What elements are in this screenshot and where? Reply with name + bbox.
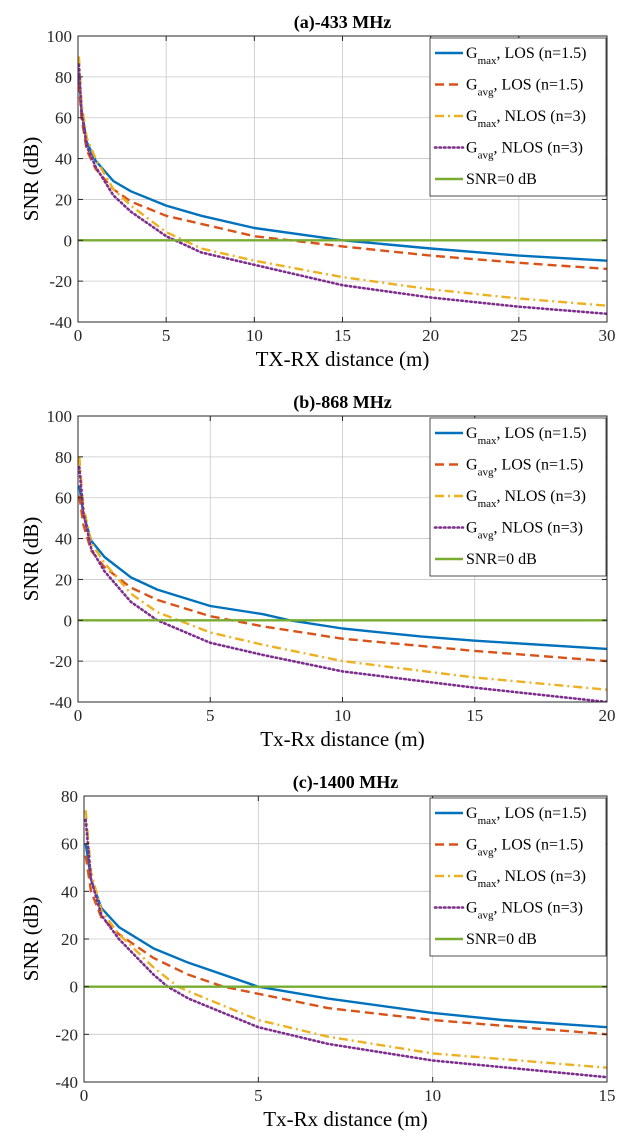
y-tick-label: 60 — [55, 109, 72, 128]
y-tick-label: 80 — [55, 448, 72, 467]
y-tick-label: 0 — [64, 611, 73, 630]
y-axis-label: SNR (dB) — [19, 137, 43, 222]
chart-title: (a)-433 MHz — [294, 12, 391, 33]
x-tick-label: 30 — [599, 326, 616, 345]
x-tick-label: 5 — [254, 1086, 263, 1105]
chart-title: (c)-1400 MHz — [293, 772, 398, 793]
y-tick-label: 20 — [55, 190, 72, 209]
y-tick-label: 40 — [61, 882, 78, 901]
legend-label-1: Gavg, LOS (n=1.5) — [466, 77, 583, 99]
y-tick-label: 0 — [70, 978, 79, 997]
x-tick-label: 10 — [424, 1086, 441, 1105]
legend-label-1: Gavg, LOS (n=1.5) — [466, 837, 583, 859]
y-tick-label: -40 — [55, 1073, 78, 1092]
y-tick-label: 20 — [55, 570, 72, 589]
y-tick-label: 40 — [55, 150, 72, 169]
x-tick-label: 15 — [334, 326, 351, 345]
y-tick-label: 80 — [55, 68, 72, 87]
x-tick-label: 10 — [246, 326, 263, 345]
series-line-3 — [78, 63, 607, 316]
x-tick-label: 15 — [599, 1086, 616, 1105]
y-tick-label: 80 — [61, 787, 78, 806]
legend-label-3: Gavg, NLOS (n=3) — [466, 520, 583, 542]
chart-panel-2: 0 5 10 15 80 60 40 20 0 -20 -40 (c)-1400 MHz Tx-Rx d… — [19, 772, 616, 1131]
x-tick-label: 20 — [599, 706, 616, 725]
legend: Gmax, LOS (n=1.5) Gavg, LOS (n=1.5) Gmax, … — [429, 797, 607, 957]
y-axis-label: SNR (dB) — [19, 517, 43, 602]
x-tick-label: 0 — [74, 706, 83, 725]
y-tick-label: -20 — [55, 1025, 78, 1044]
legend-label-2: Gmax, NLOS (n=3) — [466, 488, 586, 510]
y-tick-label: -20 — [49, 652, 72, 671]
x-axis-label: TX-RX distance (m) — [256, 347, 430, 371]
legend-label-3: Gavg, NLOS (n=3) — [466, 140, 583, 162]
x-tick-label: 0 — [80, 1086, 89, 1105]
x-tick-label: 20 — [422, 326, 439, 345]
y-tick-label: 20 — [61, 930, 78, 949]
x-axis-label: Tx-Rx distance (m) — [260, 727, 424, 751]
y-tick-label: -40 — [49, 313, 72, 332]
legend: Gmax, LOS (n=1.5) Gavg, LOS (n=1.5) Gmax, … — [429, 417, 607, 577]
x-tick-label: 5 — [162, 326, 171, 345]
x-tick-label: 15 — [466, 706, 483, 725]
y-tick-label: 60 — [61, 835, 78, 854]
legend-label-1: Gavg, LOS (n=1.5) — [466, 457, 583, 479]
x-axis-label: Tx-Rx distance (m) — [263, 1107, 427, 1131]
y-tick-label: 100 — [47, 27, 73, 46]
series-line-2 — [78, 456, 607, 691]
y-tick-label: 100 — [47, 407, 73, 426]
y-tick-label: 40 — [55, 530, 72, 549]
chart-title: (b)-868 MHz — [293, 392, 391, 413]
legend-label-4: SNR=0 dB — [466, 171, 537, 188]
y-axis-label: SNR (dB) — [19, 897, 43, 982]
legend-label-0: Gmax, LOS (n=1.5) — [466, 425, 586, 447]
x-tick-label: 25 — [510, 326, 527, 345]
x-tick-label: 10 — [334, 706, 351, 725]
x-tick-label: 5 — [206, 706, 215, 725]
legend-label-0: Gmax, LOS (n=1.5) — [466, 805, 586, 827]
legend-label-4: SNR=0 dB — [466, 931, 537, 948]
series-line-1 — [78, 495, 607, 663]
y-tick-label: -40 — [49, 693, 72, 712]
series-line-2 — [78, 56, 607, 307]
legend-label-4: SNR=0 dB — [466, 551, 537, 568]
chart-panel-0: 0 5 10 15 20 25 30 100 80 60 40 20 0 -20 -40 (a)-433 MH… — [19, 12, 616, 371]
chart-panel-1: 0 5 10 15 20 100 80 60 40 20 0 -20 -40 (b)-868 MHz Tx-… — [19, 392, 616, 751]
series-line-1 — [78, 82, 607, 271]
legend-label-2: Gmax, NLOS (n=3) — [466, 868, 586, 890]
series-line-1 — [84, 855, 607, 1036]
y-tick-label: 60 — [55, 489, 72, 508]
legend-label-2: Gmax, NLOS (n=3) — [466, 108, 586, 130]
y-tick-label: 0 — [64, 231, 73, 250]
legend-label-0: Gmax, LOS (n=1.5) — [466, 45, 586, 67]
legend-label-3: Gavg, NLOS (n=3) — [466, 900, 583, 922]
x-tick-label: 0 — [74, 326, 83, 345]
y-tick-label: -20 — [49, 272, 72, 291]
legend: Gmax, LOS (n=1.5) Gavg, LOS (n=1.5) Gmax, … — [429, 37, 607, 197]
